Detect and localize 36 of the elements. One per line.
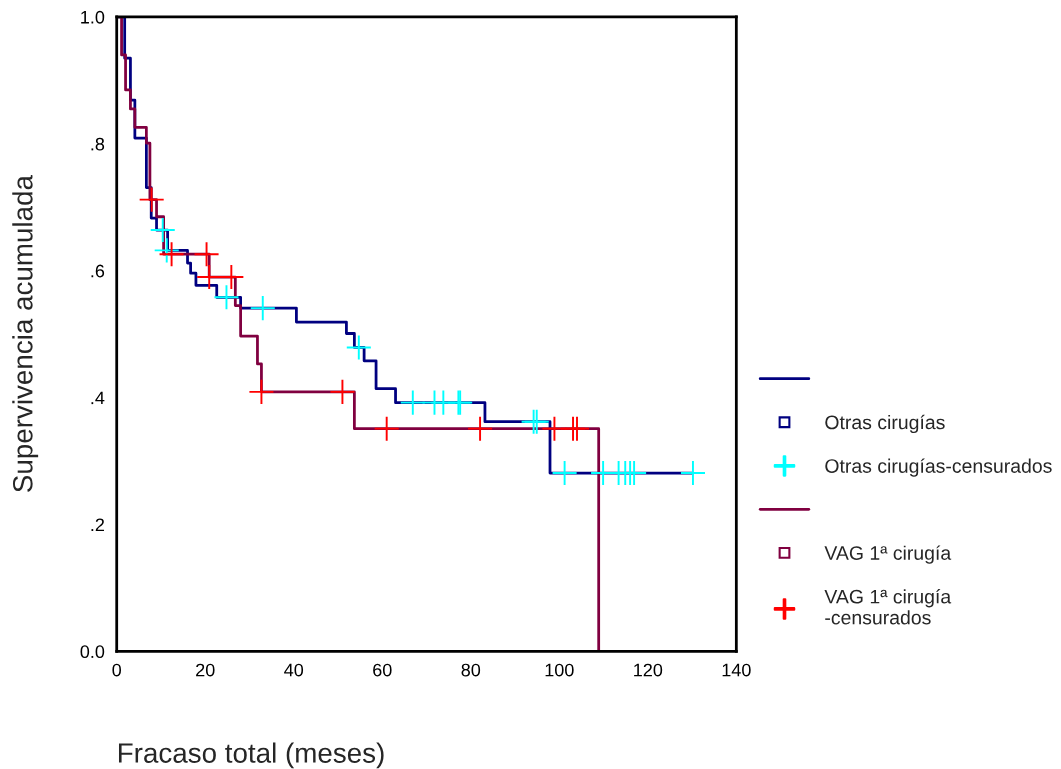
point [219, 265, 244, 290]
x-tick-label: 120 [634, 663, 663, 677]
point [150, 218, 175, 243]
x-tick-label: 0 [112, 663, 122, 677]
y-tick-label: 0.0 [80, 645, 105, 659]
x-tick-label: 40 [284, 663, 304, 677]
point [154, 238, 179, 263]
point [250, 296, 275, 321]
point [194, 242, 219, 267]
x-axis-title: Fracaso total (meses) [118, 742, 384, 769]
x-tick-label: 100 [545, 663, 574, 677]
legend-label: Otras cirugías-censurados [825, 458, 1052, 477]
point [330, 379, 355, 404]
point [159, 242, 184, 267]
point [249, 379, 274, 404]
x-tick-label: 20 [196, 663, 215, 677]
x-tick-label: 140 [722, 663, 751, 677]
x-tick-label: 60 [373, 663, 392, 677]
point [680, 461, 705, 486]
y-axis-title: Supervivencia acumulada [12, 175, 39, 492]
point [374, 416, 399, 441]
point [139, 187, 164, 212]
point [197, 265, 222, 290]
point [468, 416, 493, 441]
legend-label: VAG 1ª cirugía [824, 545, 952, 564]
y-tick-label: .2 [91, 518, 104, 531]
y-tick-label: .8 [91, 137, 105, 151]
legend-label: Otras cirugías [825, 414, 945, 434]
point [552, 461, 577, 486]
point [400, 390, 425, 415]
y-tick-label: 1.0 [81, 10, 105, 24]
y-tick-label: .4 [91, 391, 105, 405]
x-tick-label: 80 [461, 663, 481, 677]
point [346, 335, 371, 360]
legend-label: VAG 1ª cirugía -censurados [824, 589, 952, 625]
y-tick-label: .6 [91, 264, 105, 278]
